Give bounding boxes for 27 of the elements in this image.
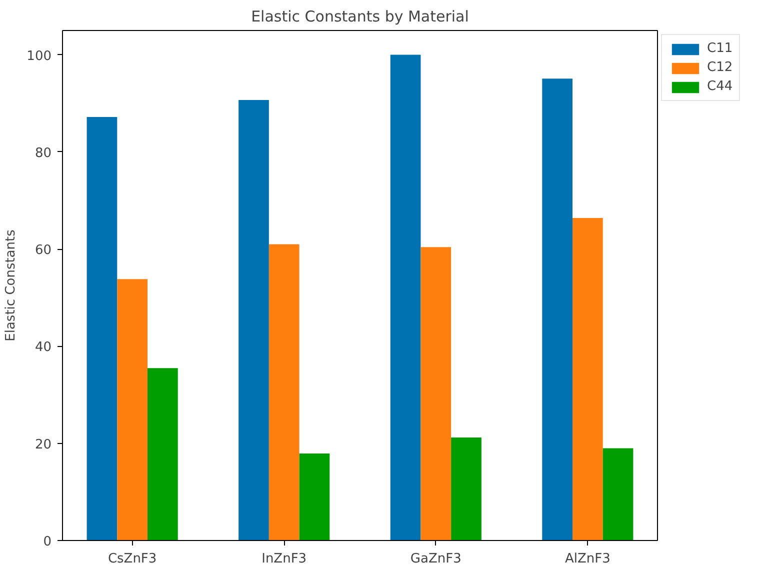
bar — [572, 218, 603, 540]
bar — [117, 279, 148, 540]
bar — [602, 448, 634, 540]
bar — [86, 116, 118, 540]
bar — [299, 454, 330, 540]
bar — [542, 78, 572, 540]
bar — [390, 54, 421, 540]
legend-label: C11 — [707, 41, 733, 56]
bar — [451, 438, 482, 540]
legend-label: C12 — [707, 60, 733, 75]
y-tick-label: 80 — [34, 146, 52, 161]
bar — [268, 244, 300, 540]
y-tick-label: 100 — [26, 48, 52, 64]
bar — [238, 100, 269, 540]
bar — [420, 247, 452, 540]
x-tick-label: AlZnF3 — [564, 552, 610, 566]
x-tick-label: GaZnF3 — [410, 552, 462, 566]
chart-title: Elastic Constants by Material — [251, 8, 469, 26]
y-tick-label: 0 — [43, 534, 52, 550]
bar — [148, 368, 178, 540]
y-tick-label: 40 — [34, 340, 52, 356]
x-tick-label: InZnF3 — [262, 552, 307, 566]
legend-label: C44 — [707, 79, 733, 94]
y-tick-label: 60 — [34, 243, 52, 258]
y-axis-title: Elastic Constants — [4, 229, 19, 342]
y-tick-label: 20 — [34, 437, 52, 452]
x-tick-label: CsZnF3 — [108, 552, 157, 566]
